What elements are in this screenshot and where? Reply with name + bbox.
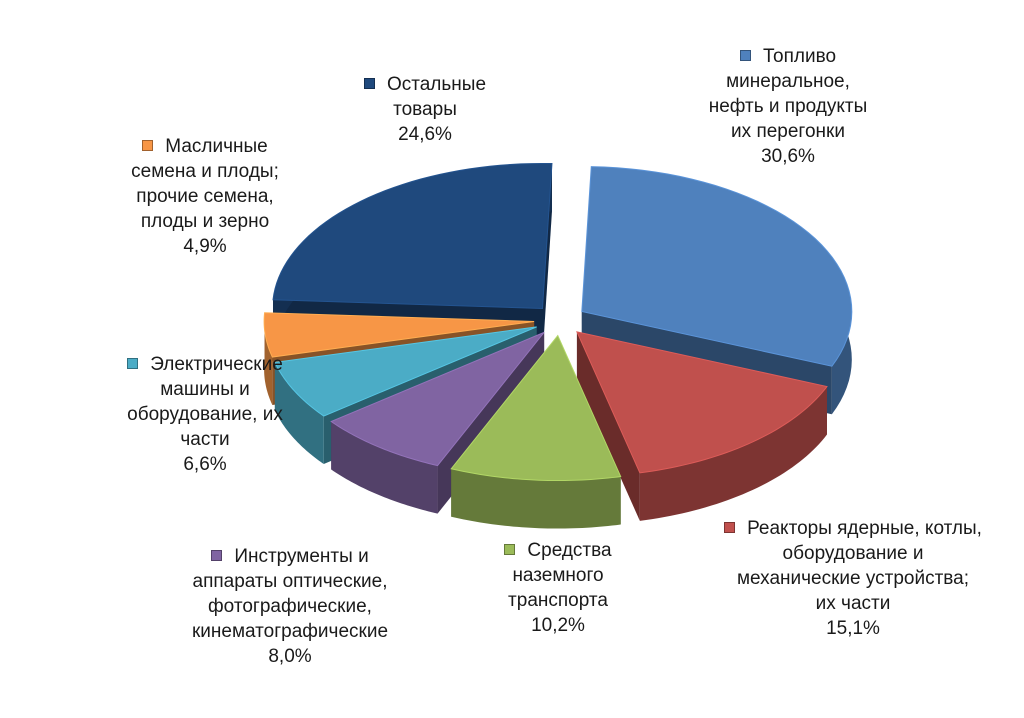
label-instruments: Инструменты и аппараты оптические, фотог… [140, 544, 440, 669]
label-instruments-name: Инструменты и аппараты оптические, фотог… [191, 546, 389, 642]
label-reactors: Реакторы ядерные, котлы, оборудование и … [688, 516, 1018, 641]
legend-marker-fuel [739, 50, 751, 61]
label-oilseeds: Масличные семена и плоды; прочие семена,… [100, 134, 310, 259]
label-reactors-name: Реакторы ядерные, котлы, оборудование и … [736, 518, 982, 614]
legend-marker-electrical [127, 358, 139, 369]
label-instruments-value: 8,0% [268, 646, 312, 667]
legend-marker-reactors [724, 522, 736, 533]
label-other-value: 24,6% [398, 124, 452, 145]
label-electrical: Электрические машины и оборудование, их … [100, 352, 310, 477]
pie-slices [263, 162, 853, 529]
legend-marker-oilseeds [142, 140, 154, 151]
label-oilseeds-value: 4,9% [183, 236, 227, 257]
label-fuel: Топливо минеральное, нефть и продукты их… [668, 44, 908, 169]
label-transport: Средства наземного транспорта 10,2% [478, 538, 638, 638]
pie-slice-reactors [576, 331, 828, 521]
label-other-name: Остальные товары [386, 74, 487, 120]
label-fuel-value: 30,6% [761, 146, 815, 167]
label-other: Остальные товары 24,6% [330, 72, 520, 147]
pie-slice-transport [450, 334, 622, 529]
legend-marker-other [363, 78, 375, 89]
label-fuel-name: Топливо минеральное, нефть и продукты их… [708, 46, 868, 142]
label-transport-value: 10,2% [531, 615, 585, 636]
label-electrical-name: Электрические машины и оборудование, их … [127, 354, 283, 450]
label-oilseeds-name: Масличные семена и плоды; прочие семена,… [131, 136, 279, 232]
label-electrical-value: 6,6% [183, 454, 227, 475]
label-reactors-value: 15,1% [826, 618, 880, 639]
legend-marker-instruments [211, 550, 223, 561]
label-transport-name: Средства наземного транспорта [508, 540, 612, 611]
legend-marker-transport [504, 544, 516, 555]
